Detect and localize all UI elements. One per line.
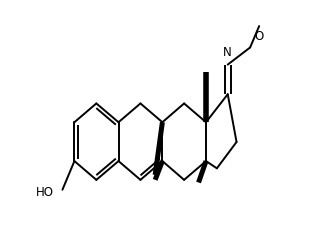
Text: N: N [223,46,232,59]
Text: HO: HO [36,186,53,199]
Text: O: O [255,30,264,43]
